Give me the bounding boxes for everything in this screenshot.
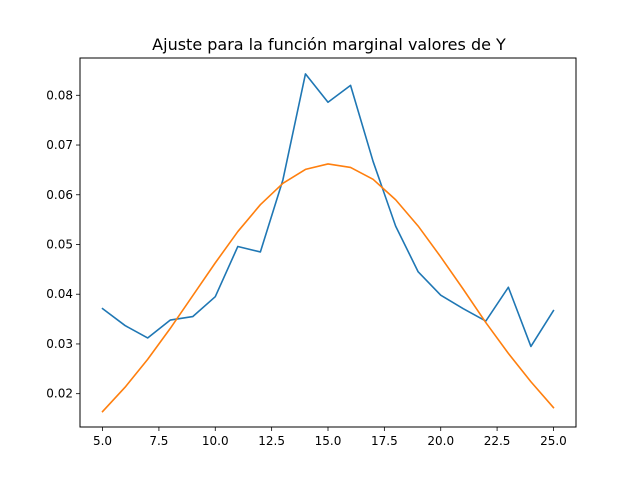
x-tick-label: 5.0 <box>93 434 112 448</box>
y-tick-label: 0.05 <box>46 237 73 251</box>
chart-title: Ajuste para la función marginal valores … <box>152 35 506 54</box>
x-tick-label: 17.5 <box>371 434 398 448</box>
x-tick-label: 10.0 <box>202 434 229 448</box>
x-tick-label: 25.0 <box>540 434 567 448</box>
y-tick-label: 0.03 <box>46 337 73 351</box>
series-line-1 <box>101 73 555 348</box>
y-tick-label: 0.02 <box>46 387 73 401</box>
x-tick-label: 15.0 <box>315 434 342 448</box>
x-axis: 5.0 7.5 10.0 12.5 15.0 17.5 20.0 22.5 25.0 <box>93 427 567 448</box>
x-tick-label: 20.0 <box>427 434 454 448</box>
plot-area <box>101 73 555 413</box>
x-tick-label: 22.5 <box>484 434 511 448</box>
y-tick-label: 0.08 <box>46 88 73 102</box>
y-tick-label: 0.06 <box>46 188 73 202</box>
y-axis: 0.02 0.03 0.04 0.05 0.06 0.07 0.08 <box>46 88 80 401</box>
y-tick-label: 0.04 <box>46 287 73 301</box>
x-tick-label: 12.5 <box>258 434 285 448</box>
x-tick-label: 7.5 <box>149 434 168 448</box>
axes-frame <box>79 57 577 428</box>
y-tick-label: 0.07 <box>46 138 73 152</box>
series-line-2 <box>101 163 555 413</box>
